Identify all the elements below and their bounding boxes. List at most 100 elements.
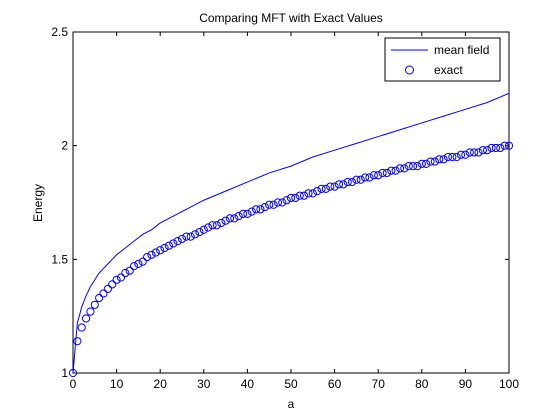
data-point-exact xyxy=(121,268,130,278)
data-point-exact xyxy=(143,252,152,262)
data-point-exact xyxy=(90,300,99,309)
data-point-exact xyxy=(252,205,261,214)
data-point-exact xyxy=(286,193,296,203)
data-point-exact xyxy=(400,164,409,173)
axis-tick-labels: 0 10 20 30 40 50 60 70 80 90 100 1 1.5 2 2.5 xyxy=(51,25,519,391)
legend: mean field exact xyxy=(384,37,501,82)
data-point-exact xyxy=(190,230,200,239)
data-point-exact xyxy=(443,152,453,162)
data-point-exact xyxy=(169,239,178,248)
data-point-exact xyxy=(86,307,95,316)
data-point-exact xyxy=(334,180,344,189)
legend-swatch-exact xyxy=(405,65,414,75)
data-point-exact xyxy=(321,184,330,193)
data-point-exact xyxy=(173,237,182,246)
data-point-exact xyxy=(260,202,269,212)
data-point-exact xyxy=(435,155,444,164)
x-tick-label: 90 xyxy=(459,377,473,391)
data-point-exact xyxy=(326,182,335,191)
axis-ticks xyxy=(72,31,510,374)
data-point-exact xyxy=(487,143,496,153)
x-tick-label: 50 xyxy=(284,377,298,391)
data-point-exact xyxy=(422,159,431,168)
data-point-exact xyxy=(430,157,439,166)
series-layer xyxy=(68,92,514,378)
data-point-exact xyxy=(112,275,121,284)
data-point-exact xyxy=(408,162,418,171)
data-point-exact xyxy=(387,166,396,175)
data-point-exact xyxy=(448,152,457,162)
data-point-exact xyxy=(217,218,226,228)
data-point-exact xyxy=(247,207,256,216)
data-point-exact xyxy=(234,212,243,221)
x-tick-label: 60 xyxy=(328,377,342,391)
data-point-exact xyxy=(147,250,156,259)
data-point-exact xyxy=(134,259,143,268)
data-point-exact xyxy=(391,166,400,175)
data-point-exact xyxy=(230,214,239,223)
data-point-exact xyxy=(470,148,479,157)
x-tick-label: 0 xyxy=(70,377,77,391)
data-point-exact xyxy=(465,148,474,157)
x-tick-label: 30 xyxy=(197,377,211,391)
data-point-exact xyxy=(478,146,487,155)
data-point-exact xyxy=(182,232,191,241)
data-point-exact xyxy=(125,266,134,275)
data-point-exact xyxy=(291,193,300,203)
data-point-exact xyxy=(404,162,413,171)
data-point-exact xyxy=(265,200,274,209)
data-point-exact xyxy=(439,155,448,164)
x-tick-label: 20 xyxy=(154,377,168,391)
x-axis-label: a xyxy=(288,397,295,411)
legend-label-mean-field: mean field xyxy=(434,43,489,57)
data-point-exact xyxy=(330,182,339,191)
data-point-exact xyxy=(95,293,104,303)
x-tick-label: 70 xyxy=(372,377,386,391)
data-point-exact xyxy=(365,173,374,182)
data-point-exact xyxy=(73,337,82,346)
data-point-exact xyxy=(413,162,422,171)
y-tick-label: 2 xyxy=(61,139,68,153)
data-point-exact xyxy=(208,221,217,230)
data-point-exact xyxy=(339,180,348,189)
y-axis-label: Energy xyxy=(31,184,45,222)
data-point-exact xyxy=(426,157,435,166)
x-tick-label: 40 xyxy=(241,377,255,391)
data-point-exact xyxy=(361,173,370,182)
data-point-exact xyxy=(138,257,147,266)
chart-title: Comparing MFT with Exact Values xyxy=(199,11,383,25)
data-point-exact xyxy=(269,200,278,209)
data-point-exact xyxy=(99,289,108,298)
data-point-exact xyxy=(160,243,169,253)
data-point-exact xyxy=(308,189,317,198)
y-tick-label: 2.5 xyxy=(51,25,68,39)
data-point-exact xyxy=(500,141,509,150)
series-line-mean-field xyxy=(72,92,510,374)
data-point-exact xyxy=(225,214,235,223)
data-point-exact xyxy=(177,234,187,243)
data-point-exact xyxy=(116,273,126,282)
data-point-exact xyxy=(483,146,492,155)
data-point-exact xyxy=(452,152,461,162)
x-tick-label: 10 xyxy=(110,377,124,391)
data-point-exact xyxy=(212,221,221,230)
data-point-exact xyxy=(195,227,204,237)
data-point-exact xyxy=(103,284,112,293)
data-point-exact xyxy=(378,168,387,178)
data-point-exact xyxy=(295,191,304,200)
data-point-exact xyxy=(221,216,230,225)
data-point-exact xyxy=(317,184,326,193)
data-point-exact xyxy=(156,246,165,255)
data-point-exact xyxy=(68,368,78,378)
data-point-exact xyxy=(343,177,352,187)
data-point-exact xyxy=(77,323,86,332)
data-point-exact xyxy=(504,141,514,150)
data-point-exact xyxy=(304,189,313,198)
data-point-exact xyxy=(129,262,139,271)
data-point-exact xyxy=(374,171,383,180)
data-point-exact xyxy=(352,175,361,184)
plot-area xyxy=(72,31,510,374)
data-point-exact xyxy=(238,209,248,218)
data-point-exact xyxy=(347,177,357,187)
